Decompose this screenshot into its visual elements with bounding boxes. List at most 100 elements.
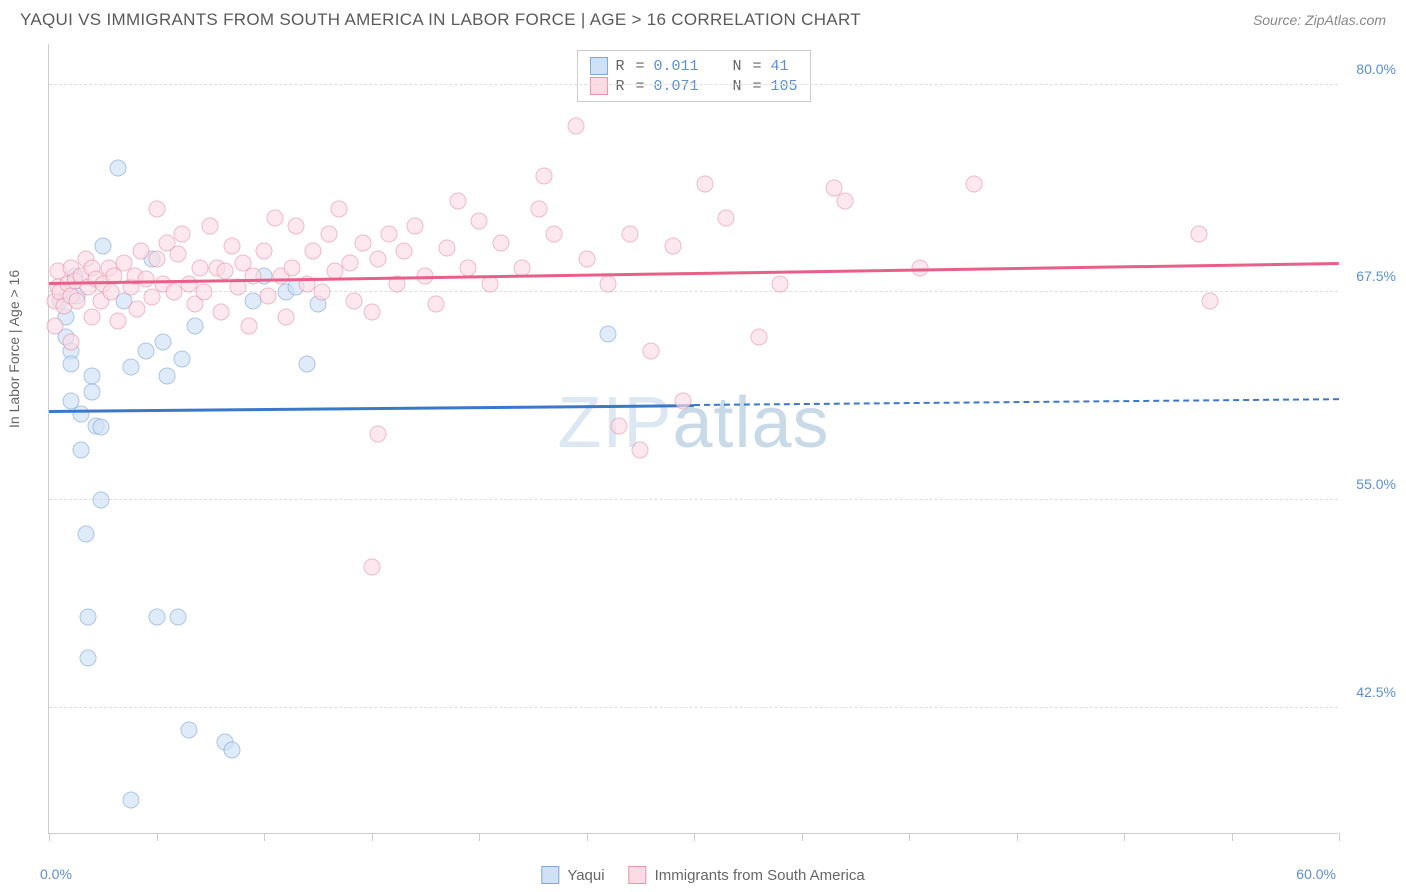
data-point (180, 721, 197, 738)
x-tick (372, 833, 373, 841)
legend-item: Yaqui (541, 866, 604, 884)
legend-swatch (541, 866, 559, 884)
data-point (675, 392, 692, 409)
x-axis-max-label: 60.0% (1296, 866, 1336, 882)
data-point (122, 359, 139, 376)
gridline (49, 707, 1338, 708)
x-tick (479, 833, 480, 841)
data-point (363, 304, 380, 321)
legend-label: Yaqui (567, 867, 604, 884)
data-point (449, 193, 466, 210)
data-point (621, 226, 638, 243)
y-tick-label: 67.5% (1356, 268, 1396, 284)
data-point (481, 276, 498, 293)
data-point (213, 304, 230, 321)
legend-r-label: R = (615, 78, 645, 95)
data-point (103, 284, 120, 301)
x-tick (587, 833, 588, 841)
data-point (62, 356, 79, 373)
x-tick (49, 833, 50, 841)
legend-label: Immigrants from South America (655, 867, 865, 884)
data-point (174, 351, 191, 368)
data-point (578, 251, 595, 268)
legend-n-label: N = (733, 58, 763, 75)
data-point (380, 226, 397, 243)
data-point (62, 334, 79, 351)
data-point (965, 176, 982, 193)
data-point (79, 650, 96, 667)
scatter-chart: ZIPatlas R = 0.011 N = 41 R = 0.071 N = … (48, 44, 1338, 834)
data-point (92, 492, 109, 509)
data-point (223, 741, 240, 758)
data-point (260, 287, 277, 304)
data-point (84, 367, 101, 384)
data-point (460, 259, 477, 276)
data-point (79, 608, 96, 625)
data-point (129, 301, 146, 318)
x-tick (1232, 833, 1233, 841)
legend-row: R = 0.011 N = 41 (589, 57, 797, 75)
data-point (836, 193, 853, 210)
data-point (187, 317, 204, 334)
legend-swatch (629, 866, 647, 884)
data-point (546, 226, 563, 243)
data-point (122, 791, 139, 808)
data-point (240, 317, 257, 334)
data-point (369, 425, 386, 442)
data-point (277, 309, 294, 326)
legend-swatch (589, 57, 607, 75)
data-point (696, 176, 713, 193)
data-point (369, 251, 386, 268)
data-point (395, 242, 412, 259)
data-point (77, 525, 94, 542)
data-point (406, 217, 423, 234)
data-point (73, 405, 90, 422)
data-point (471, 212, 488, 229)
data-point (191, 259, 208, 276)
source-attribution: Source: ZipAtlas.com (1253, 12, 1386, 28)
data-point (223, 237, 240, 254)
data-point (600, 326, 617, 343)
data-point (567, 118, 584, 135)
data-point (288, 217, 305, 234)
y-axis-label: In Labor Force | Age > 16 (6, 270, 22, 428)
data-point (363, 558, 380, 575)
data-point (256, 242, 273, 259)
gridline (49, 499, 1338, 500)
x-axis-min-label: 0.0% (40, 866, 72, 882)
data-point (84, 309, 101, 326)
data-point (92, 419, 109, 436)
data-point (514, 259, 531, 276)
x-tick (694, 833, 695, 841)
x-tick (1339, 833, 1340, 841)
data-point (148, 608, 165, 625)
data-point (346, 292, 363, 309)
data-point (354, 234, 371, 251)
data-point (428, 296, 445, 313)
legend-r-value: 0.071 (653, 78, 698, 95)
data-point (159, 367, 176, 384)
data-point (314, 284, 331, 301)
data-point (305, 242, 322, 259)
data-point (84, 384, 101, 401)
data-point (148, 201, 165, 218)
data-point (632, 442, 649, 459)
data-point (320, 226, 337, 243)
legend-n-value: 41 (771, 58, 789, 75)
x-tick (157, 833, 158, 841)
data-point (718, 209, 735, 226)
data-point (299, 356, 316, 373)
x-tick (264, 833, 265, 841)
y-tick-label: 42.5% (1356, 684, 1396, 700)
gridline (49, 84, 1338, 85)
data-point (342, 254, 359, 271)
data-point (170, 608, 187, 625)
data-point (283, 259, 300, 276)
data-point (217, 262, 234, 279)
data-point (600, 276, 617, 293)
legend-r-value: 0.011 (653, 58, 698, 75)
x-tick (1124, 833, 1125, 841)
legend-swatch (589, 77, 607, 95)
data-point (94, 237, 111, 254)
legend-item: Immigrants from South America (629, 866, 865, 884)
